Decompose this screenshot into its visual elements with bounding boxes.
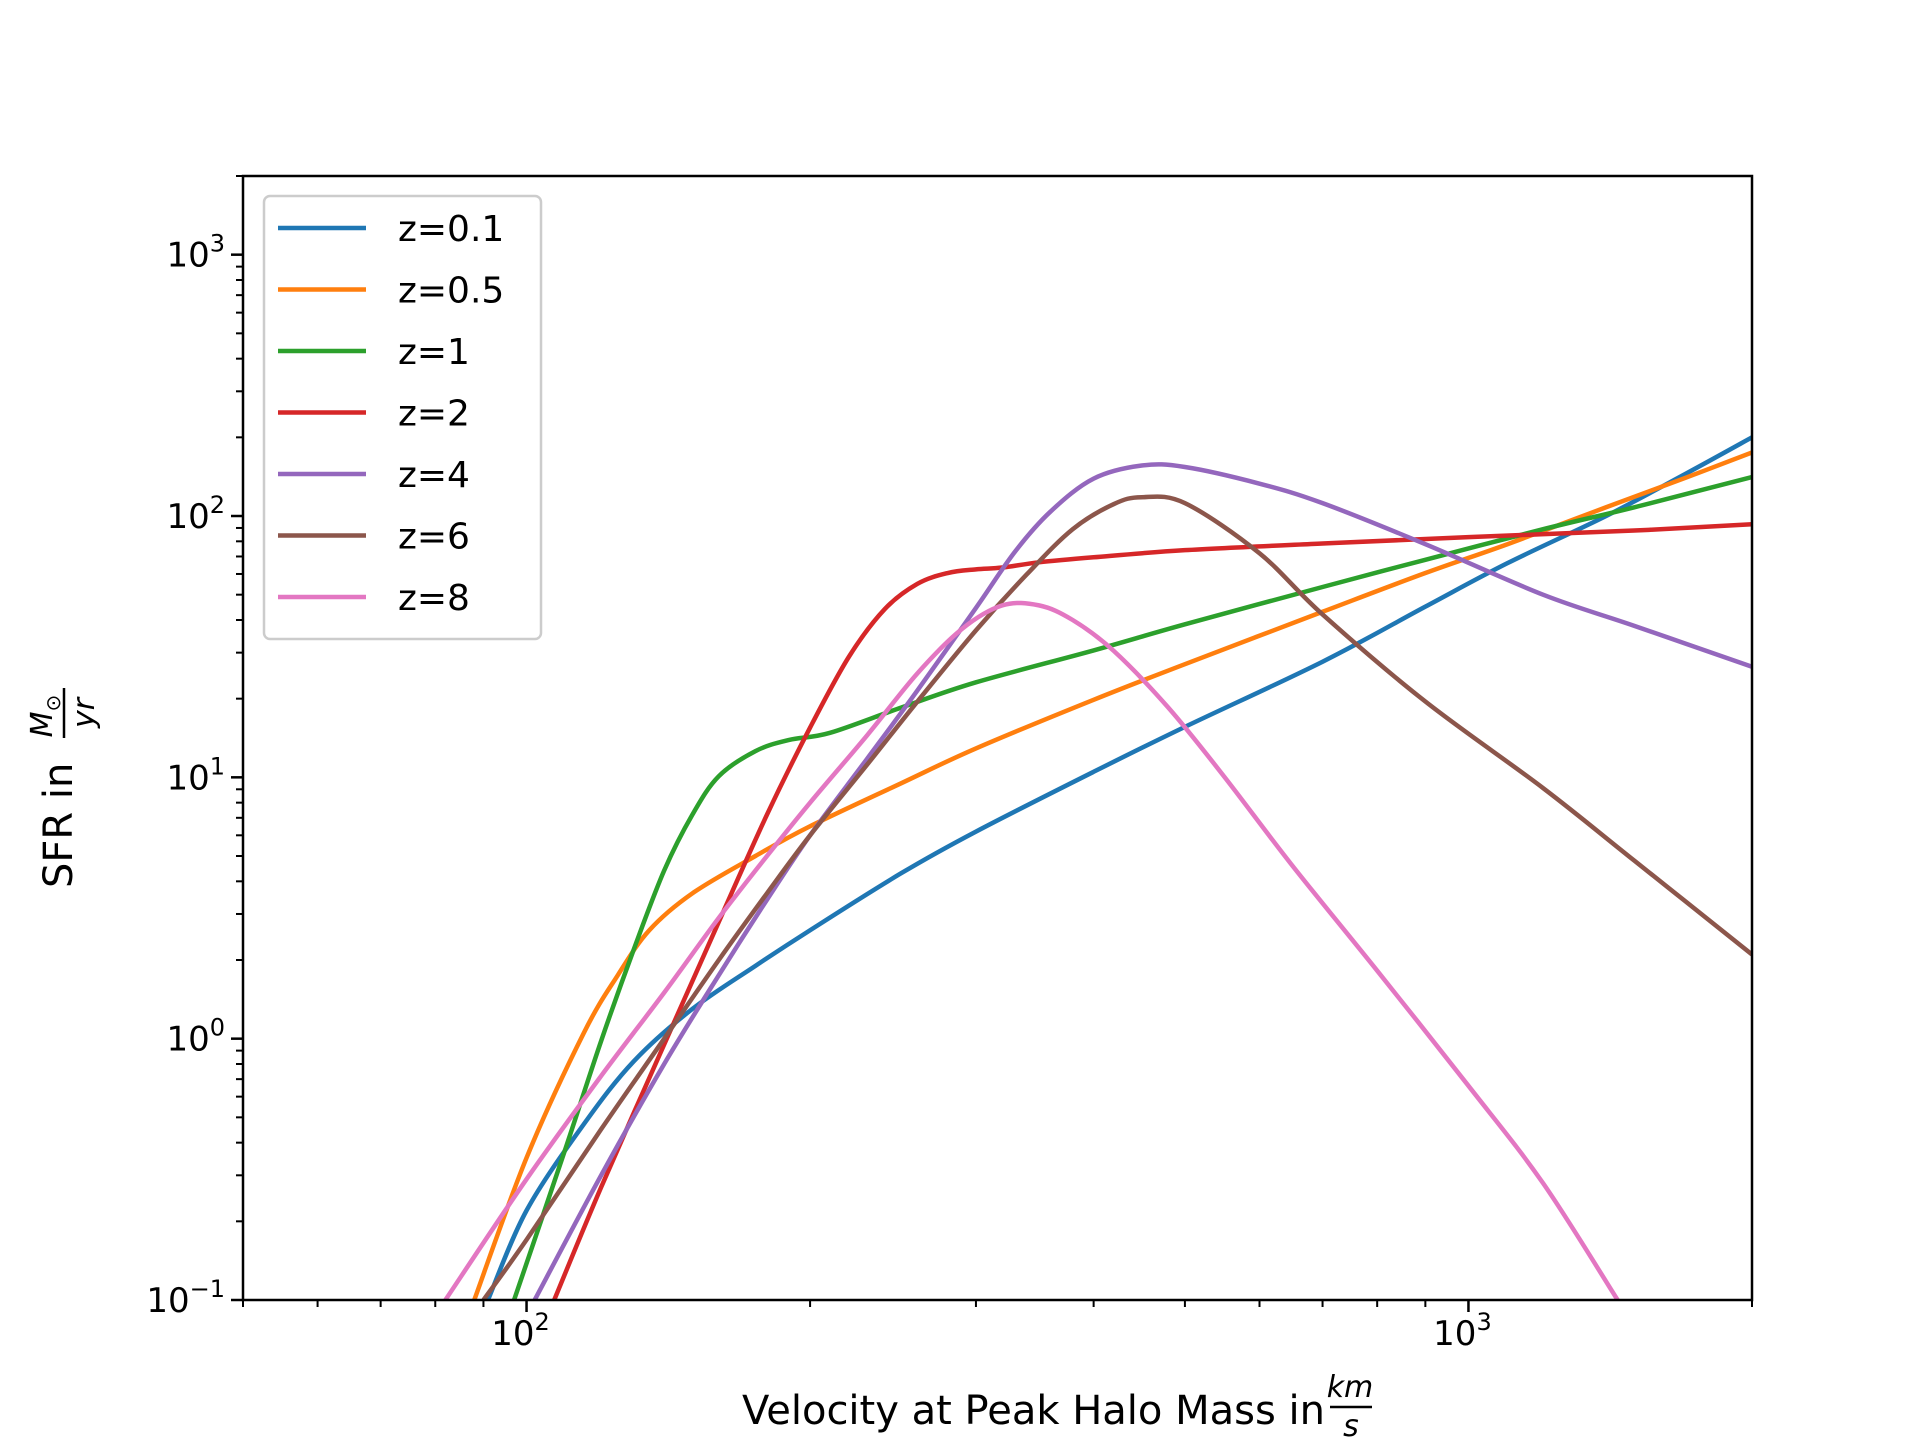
legend-label-z-4: z=4 — [398, 455, 470, 496]
legend-label-z-6: z=6 — [398, 517, 470, 558]
y-tick-label: 101 — [166, 752, 225, 798]
series-line-z-2 — [552, 521, 1752, 1300]
x-axis-unit-denominator: s — [1343, 1409, 1359, 1440]
y-axis-unit-numerator: M⊙ — [25, 695, 65, 738]
series-line-z-4 — [532, 462, 1752, 1300]
legend-label-z-0-1: z=0.1 — [398, 209, 504, 250]
axis-ticks: 102 103 10−1 100 101 102 103 — [146, 175, 1753, 1354]
x-tick-label: 103 — [1433, 1308, 1492, 1354]
x-axis-label-text: Velocity at Peak Halo Mass in — [742, 1388, 1325, 1434]
legend-label-z-8: z=8 — [398, 578, 470, 619]
series-line-z-6 — [481, 494, 1752, 1300]
series-line-z-0-5 — [472, 450, 1752, 1300]
legend-entries: z=0.1 z=0.5 z=1 z=2 z=4 z=6 z=8 — [278, 209, 504, 619]
x-axis-unit-numerator: km — [1327, 1370, 1374, 1405]
x-axis-label: Velocity at Peak Halo Mass in km s — [742, 1370, 1373, 1440]
y-axis-label: SFR in M⊙ yr — [25, 688, 102, 888]
legend-label-z-0-5: z=0.5 — [398, 271, 504, 312]
series-lines — [443, 435, 1752, 1300]
x-tick-label: 102 — [491, 1308, 550, 1354]
legend-label-z-1: z=1 — [398, 332, 470, 373]
y-tick-label: 103 — [166, 230, 225, 276]
legend-box — [262, 194, 543, 641]
legend-label-z-2: z=2 — [398, 394, 470, 435]
series-line-z-1 — [511, 474, 1752, 1300]
legend: z=0.1 z=0.5 z=1 z=2 z=4 z=6 z=8 — [262, 194, 543, 641]
y-tick-label: 102 — [166, 491, 225, 537]
plot-frame — [241, 174, 1754, 1302]
y-tick-label: 10−1 — [146, 1275, 225, 1321]
series-line-z-0-1 — [485, 435, 1752, 1300]
y-tick-label: 100 — [166, 1014, 225, 1060]
y-axis-unit-denominator: yr — [67, 696, 102, 729]
series-line-z-8 — [443, 600, 1620, 1300]
y-axis-label-text: SFR in — [36, 763, 82, 888]
